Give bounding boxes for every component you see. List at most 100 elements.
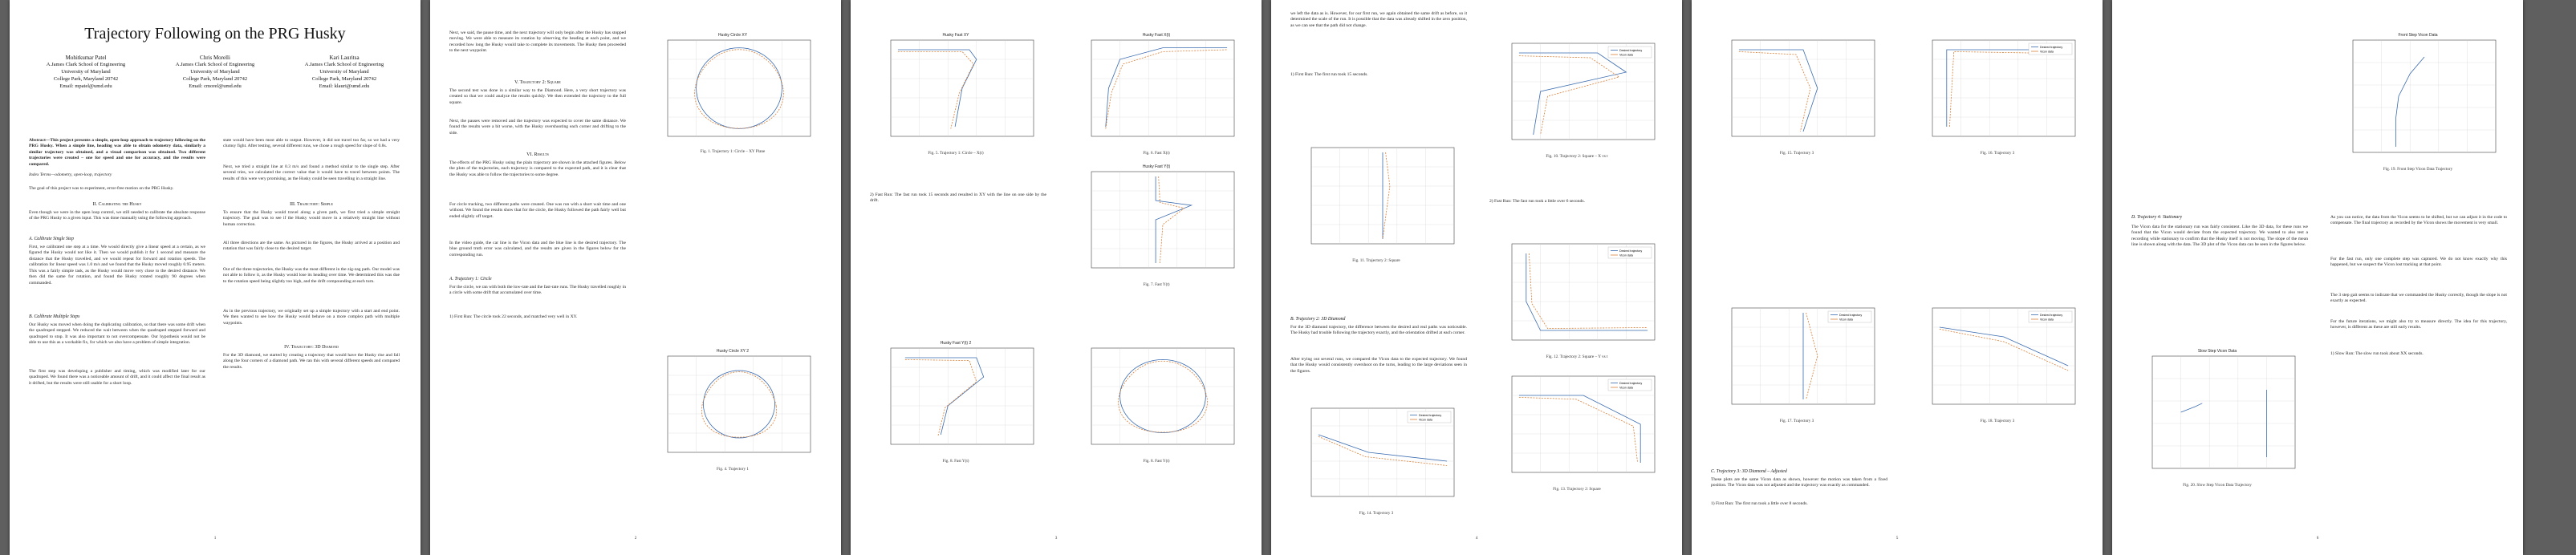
paragraph: we left the data as is. However, for our… <box>1290 11 1467 28</box>
plot-axes <box>667 355 811 453</box>
legend-label: Desired trajectory <box>1839 314 1862 317</box>
paragraph: Our Husky was moved when doing the dupli… <box>29 322 205 346</box>
paragraph: For the 3D diamond, we started by creati… <box>223 353 400 370</box>
paragraph: Out of the three trajectories, the Husky… <box>223 267 400 284</box>
vicon-path <box>904 359 977 437</box>
figure-11-caption: Fig. 11. Trajectory 2: Square <box>1352 258 1400 263</box>
page-6: Front Step Vicon Data Fig. 19. Front Ste… <box>2112 0 2523 555</box>
index-terms: Index Terms—odometry, open-loop, traject… <box>29 172 112 177</box>
legend-label: Vicon data <box>1619 387 1633 390</box>
figure-14-plot: Desired trajectory Vicon data <box>1310 407 1455 497</box>
page-number: 2 <box>634 536 637 541</box>
desired-path <box>1518 395 1641 463</box>
vicon-path <box>694 49 784 129</box>
figure-13: Desired trajectory Vicon data <box>1489 365 1664 485</box>
subsection-heading: B. Trajectory 2: 3D Diamond <box>1290 317 1346 322</box>
subsection-heading: C. Trajectory 3: 3D Diamond – Adjusted <box>1711 469 1787 474</box>
figure-7-plot: Husky Fast Y(t) <box>1091 164 1235 269</box>
section-heading: III. Trajectory: Simple <box>290 202 333 207</box>
desired-path <box>1946 49 2069 127</box>
paragraph: The Vicon data for the stationary run wa… <box>2131 225 2308 248</box>
legend-box <box>1607 246 1652 259</box>
legend-label: Vicon data <box>2040 318 2054 322</box>
page-number: 5 <box>1895 536 1899 541</box>
desired-path <box>1105 47 1228 128</box>
figure-15 <box>1709 29 1884 149</box>
vicon-path <box>701 371 778 438</box>
figure-11-plot <box>1310 147 1455 245</box>
vicon-path <box>1806 312 1818 400</box>
figure-1-plot: Husky Circle XY <box>667 33 811 137</box>
page-number: 1 <box>213 536 217 541</box>
figure-2: Husky Circle XY 2 <box>645 345 820 465</box>
plot-title: Husky Circle XY <box>718 33 748 38</box>
figure-14: Desired trajectory Vicon data <box>1289 397 1464 509</box>
figure-10: Desired trajectory Vicon data <box>1489 32 1664 152</box>
figure-2-plot: Husky Circle XY 2 <box>667 349 811 453</box>
figure-15-plot <box>1731 39 1875 137</box>
figure-5: Husky Fast XY <box>868 29 1043 149</box>
paragraph: As you can notice, the data from the Vic… <box>2330 215 2507 226</box>
figure-6-plot: Husky Fast X(t) <box>1091 33 1235 137</box>
paragraph: Next, we tried a straight line at 0.3 m/… <box>223 164 400 181</box>
figure-10-plot: Desired trajectory Vicon data <box>1511 43 1656 140</box>
plot-axes <box>1091 39 1235 137</box>
section-heading: VI. Results <box>526 152 549 157</box>
paragraph: 1) First Run: The circle took 22 seconds… <box>449 314 578 319</box>
legend-label: Vicon data <box>1619 254 1633 257</box>
figure-9-plot <box>1091 347 1235 445</box>
paragraph: 1) First Run: The first run took a littl… <box>1711 501 1808 506</box>
paragraph: First, we calibrated one step at a time.… <box>29 245 205 286</box>
plot-title: Front Step Vicon Data <box>2398 33 2437 38</box>
plot-axes <box>1511 43 1656 140</box>
figure-7-caption: Fig. 7. Fast Y(t) <box>1143 282 1170 287</box>
figure-18: Desired trajectory Vicon data <box>1910 297 2085 417</box>
legend-label: Desired trajectory <box>2040 46 2062 49</box>
plot-title: Husky Fast XY <box>942 33 969 38</box>
paragraph: To ensure that the Husky would travel al… <box>223 210 400 227</box>
figure-7: Husky Fast Y(t) <box>1069 160 1244 281</box>
page-1: Trajectory Following on the PRG Husky Mo… <box>10 0 421 555</box>
plot-title: Husky Fast X(t) <box>1143 33 1171 38</box>
figure-8-plot: Husky Fast Y(t) 2 <box>890 341 1034 445</box>
desired-path <box>904 357 985 435</box>
paragraph: The effects of the PRG Husky using the p… <box>449 160 626 177</box>
plot-axes <box>1932 39 2076 137</box>
legend-box <box>1607 46 1652 59</box>
page-3: Husky Fast XY Fig. 5. Trajectory 1: Circ… <box>851 0 1262 555</box>
paragraph: 1) Slow Run: The slow run took about XX … <box>2330 351 2424 356</box>
vicon-path <box>1738 51 1811 132</box>
paragraph: For the fast run, only one complete step… <box>2330 257 2507 268</box>
plot-title: Husky Circle XY 2 <box>717 349 749 354</box>
figure-17: Desired trajectory Vicon data <box>1709 297 1884 417</box>
vicon-path <box>1117 360 1209 433</box>
figure-6-caption: Fig. 6. Fast X(t) <box>1143 151 1170 156</box>
figure-5-plot: Husky Fast XY <box>890 33 1034 137</box>
legend-box <box>1827 310 1872 323</box>
legend-label: Vicon data <box>1419 419 1432 422</box>
paragraph: The second test was done in a similar wa… <box>449 88 626 105</box>
figure-16-caption: Fig. 16. Trajectory 3 <box>1980 151 2015 156</box>
desired-path <box>897 49 977 128</box>
paper-title: Trajectory Following on the PRG Husky <box>84 25 346 43</box>
author-1: Mohitkumar Patel A.James Clark School of… <box>46 55 126 89</box>
vicon-path <box>1105 49 1228 129</box>
figure-15-caption: Fig. 15. Trajectory 3 <box>1779 151 1814 156</box>
paragraph: In the video guide, the car line is the … <box>449 241 626 257</box>
page-5: Fig. 15. Trajectory 3 Desired trajectory… <box>1692 0 2103 555</box>
subsection-heading: D. Trajectory 4: Stationary <box>2131 215 2183 220</box>
plot-axes <box>2151 355 2296 469</box>
desired-path <box>696 47 782 129</box>
figure-19-plot: Front Step Vicon Data <box>2352 33 2497 153</box>
section-heading: IV. Trajectory: 3D Diamond <box>284 345 339 350</box>
figure-5-caption: Fig. 5. Trajectory 1: Circle – X(t) <box>928 151 984 156</box>
figure-12-caption: Fig. 12. Trajectory 2: Square – Y vs t <box>1546 354 1608 359</box>
plot-axes <box>1091 171 1235 269</box>
vicon-path <box>1318 435 1448 466</box>
abstract: Abstract—This project presents a simple,… <box>29 138 205 167</box>
figure-13-caption: Fig. 13. Trajectory 2: Square <box>1553 487 1601 492</box>
